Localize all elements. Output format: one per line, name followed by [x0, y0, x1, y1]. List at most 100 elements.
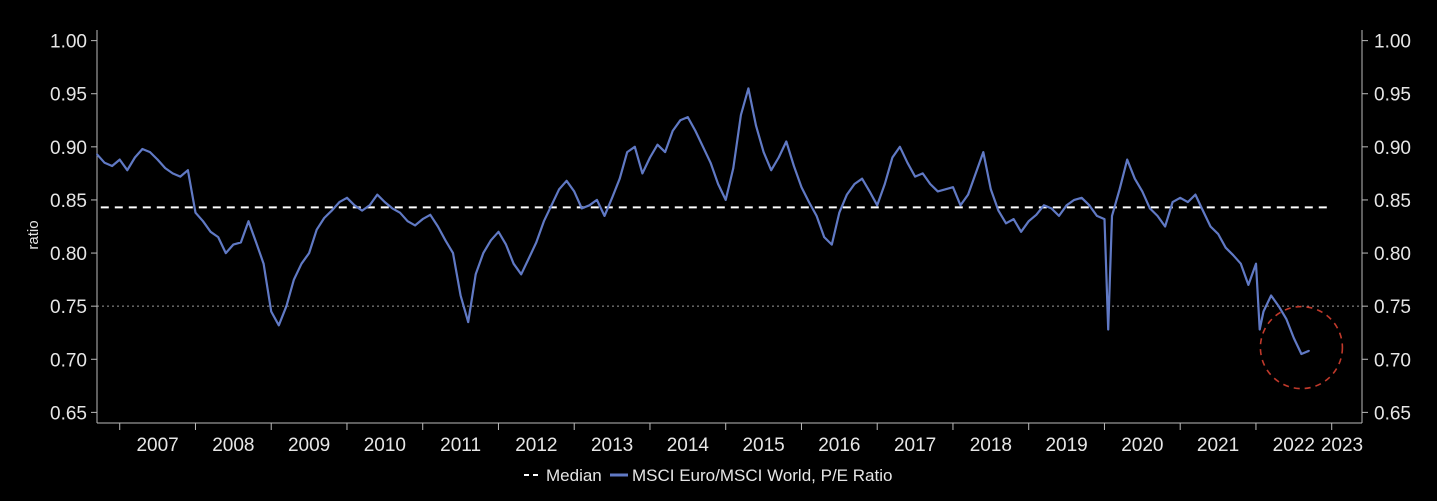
series-point [399, 211, 401, 214]
series-point [747, 87, 750, 90]
series-point [1217, 233, 1219, 235]
series-point [830, 243, 833, 246]
series-point [686, 116, 689, 118]
series-point [1202, 209, 1204, 212]
y-tick-label-right: 0.85 [1374, 191, 1411, 212]
series-point [96, 153, 98, 156]
series-point [664, 151, 667, 154]
series-point [293, 278, 295, 281]
series-point [580, 207, 583, 210]
x-tick-label: 2008 [212, 435, 254, 456]
x-tick-label: 2010 [364, 435, 406, 456]
series-line-msci-pe-ratio [96, 87, 1310, 356]
series-point [1149, 207, 1151, 210]
series-point [1103, 218, 1106, 220]
highlight-circle [1259, 305, 1344, 390]
series-point [118, 158, 121, 161]
series-point [474, 273, 477, 276]
series-point [232, 243, 235, 246]
y-tick-label-left: 0.80 [50, 244, 87, 265]
series-point [421, 218, 424, 220]
series-point [1141, 190, 1144, 193]
series-point [308, 252, 310, 254]
series-point [391, 207, 394, 210]
series-point [436, 225, 439, 228]
series-point [959, 204, 962, 207]
x-tick-label: 2023 [1321, 435, 1363, 456]
series-point [467, 321, 470, 323]
series-point [679, 119, 682, 122]
series-point [649, 156, 651, 159]
annotations [1259, 305, 1344, 390]
series-point [164, 167, 167, 169]
series-point [1171, 201, 1174, 203]
series-point [1258, 328, 1261, 331]
series-point [111, 165, 114, 167]
series-point [1239, 262, 1242, 265]
series-point [1005, 222, 1007, 225]
series-point [368, 204, 371, 207]
x-tick-label: 2012 [515, 435, 557, 456]
series-point [656, 143, 659, 146]
series-point [952, 186, 954, 189]
series-point [777, 156, 780, 159]
series-point [921, 172, 924, 175]
series-point [194, 211, 197, 214]
series-point [762, 151, 765, 154]
series-point [1073, 199, 1076, 201]
series-point [414, 224, 417, 227]
series-point [914, 175, 916, 178]
series-point [1247, 284, 1250, 286]
series-point [262, 262, 265, 265]
series-point [671, 130, 674, 132]
series-point [717, 183, 720, 185]
series-point [936, 190, 939, 193]
series-point [603, 214, 606, 217]
series-point [149, 151, 151, 154]
series-point [1300, 353, 1303, 355]
series-point [535, 241, 538, 244]
series-point [126, 169, 129, 172]
series-point [1027, 220, 1030, 223]
y-tick-label-left: 0.95 [50, 85, 87, 106]
series-point [944, 188, 947, 191]
series-point [300, 262, 303, 265]
series-point [1080, 196, 1083, 199]
series-point [1012, 218, 1015, 220]
series-point [103, 161, 106, 164]
series-point [1035, 213, 1038, 216]
series-point [512, 262, 515, 265]
series-point [452, 252, 454, 254]
x-tick-label: 2013 [591, 435, 633, 456]
series-point [209, 230, 212, 233]
series-point [1209, 225, 1212, 228]
series-point [1308, 349, 1310, 352]
series-point [133, 156, 136, 159]
series-point [906, 161, 909, 164]
series-point [1126, 158, 1129, 161]
series-point [247, 220, 250, 223]
series-point [141, 148, 144, 150]
series-point [1232, 254, 1235, 257]
series-point [520, 273, 523, 276]
series-point [929, 183, 932, 185]
y-axis-title: ratio [25, 220, 42, 249]
series-point [1262, 310, 1265, 313]
series-point [755, 124, 757, 127]
series-point [997, 209, 1000, 212]
series-point [808, 201, 810, 203]
series-point [785, 140, 788, 143]
x-tick-label: 2018 [970, 435, 1012, 456]
series-point [1179, 196, 1182, 199]
series-point [444, 239, 447, 242]
legend-label-median: Median [546, 466, 602, 485]
series-point [1050, 207, 1053, 210]
x-tick-label: 2014 [667, 435, 710, 456]
series-point [739, 114, 742, 116]
series-point [641, 172, 644, 175]
series-point [1088, 204, 1091, 207]
y-tick-label-right: 0.70 [1374, 350, 1411, 371]
series-point [224, 252, 227, 254]
series-point [1224, 246, 1227, 249]
series-point [633, 145, 636, 148]
